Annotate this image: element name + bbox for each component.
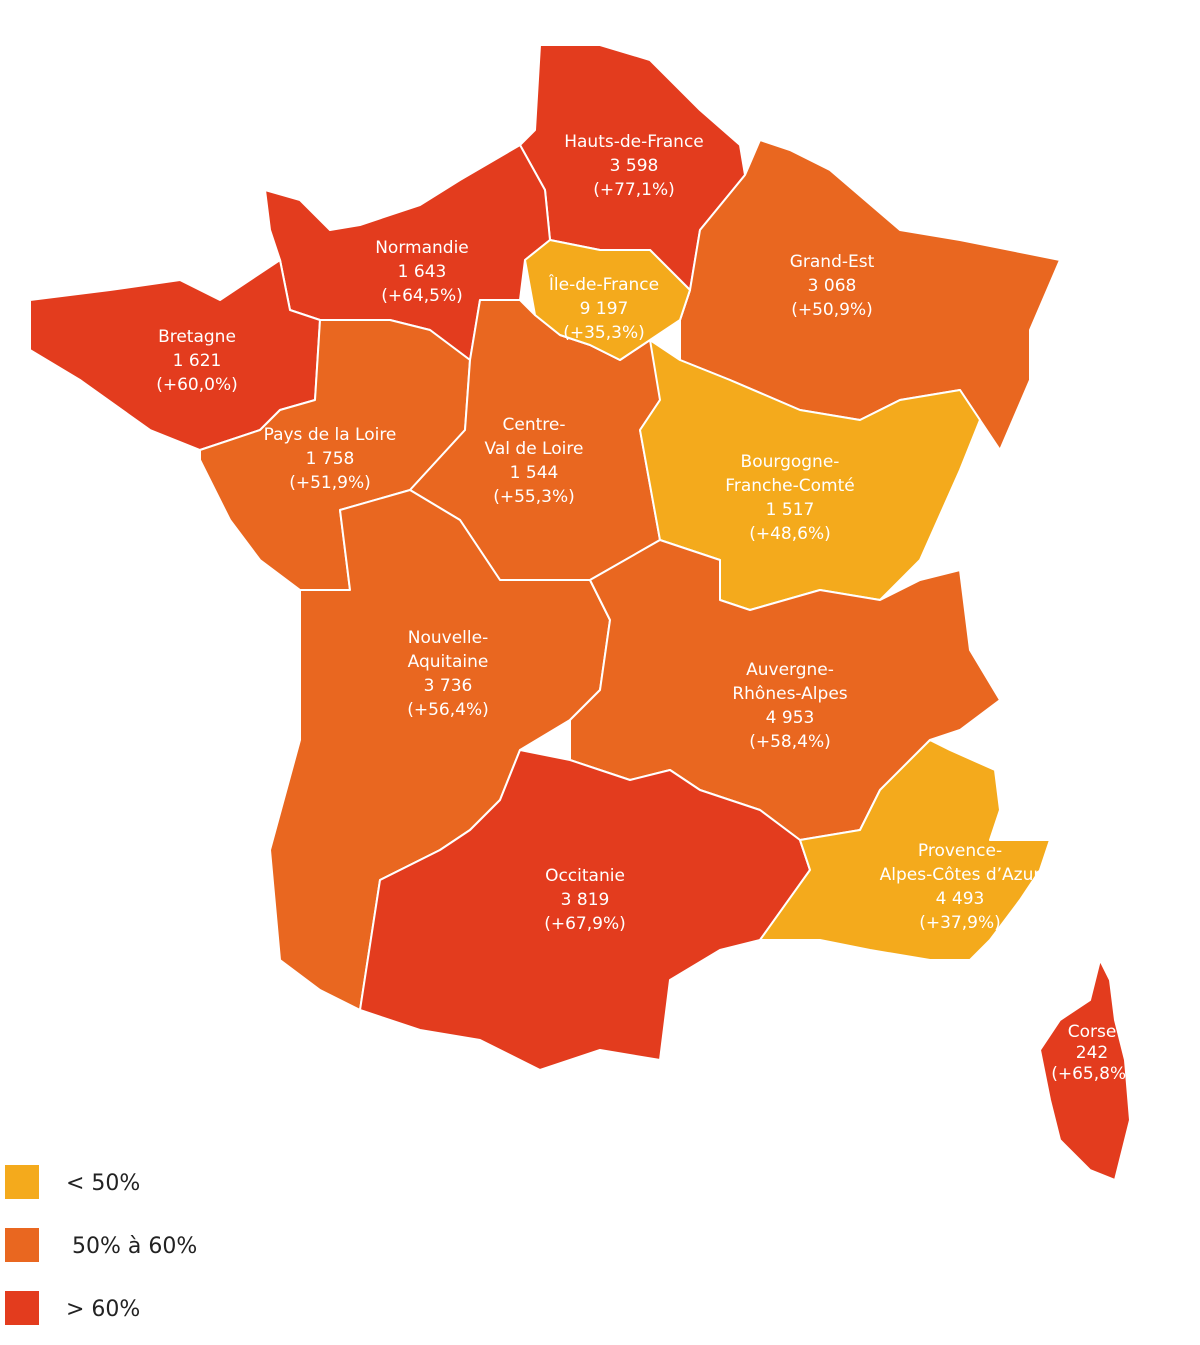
region-change: (+77,1%) [593,180,675,200]
region-name: Aquitaine [408,652,489,672]
region-shape [359,749,811,1071]
region-change: (+58,4%) [749,732,831,752]
region-value: 3 819 [561,890,610,910]
region-name: Provence- [918,841,1002,861]
region-value: 3 598 [610,156,659,176]
legend: < 50% 50% à 60% > 60% [5,1165,197,1325]
region-value: 1 643 [398,262,447,282]
region-value: 1 621 [173,351,222,371]
region-name: Centre- [503,415,566,435]
region-change: (+37,9%) [919,913,1001,933]
region-change: (+64,5%) [381,286,463,306]
region-name: Franche-Comté [725,476,854,496]
region-value: 3 068 [808,276,857,296]
region-change: (+60,0%) [156,375,238,395]
region-change: (+35,3%) [563,323,645,343]
region-name: Pays de la Loire [264,425,397,445]
region-name: Île-de-France [548,273,659,295]
legend-swatch [5,1291,39,1325]
legend-swatch [5,1165,39,1199]
region-shape [1039,959,1131,1181]
region-value: 242 [1076,1043,1108,1063]
region-name: Rhônes-Alpes [732,684,847,704]
region-name: Grand-Est [790,252,875,272]
region-value: 1 544 [510,463,559,483]
region-value: 1 517 [766,500,815,520]
region-name: Bourgogne- [741,452,840,472]
region-shape [759,739,1051,961]
region-name: Auvergne- [746,660,834,680]
region-value: 4 493 [936,889,985,909]
region-name: Val de Loire [485,439,584,459]
legend-label: < 50% [66,1171,140,1196]
region-change: (+67,9%) [544,914,626,934]
region-value: 3 736 [424,676,473,696]
legend-swatch [5,1228,39,1262]
region-name: Corse [1068,1022,1117,1042]
region-value: 4 953 [766,708,815,728]
region-name: Nouvelle- [408,628,488,648]
region-change: (+51,9%) [289,473,371,493]
region-name: Occitanie [545,866,625,886]
region-name: Hauts-de-France [564,132,704,152]
region-value: 9 197 [580,299,629,319]
region-change: (+65,8%) [1051,1064,1133,1084]
legend-label: 50% à 60% [72,1234,197,1259]
legend-label: > 60% [66,1297,140,1322]
region-shape [524,239,691,361]
region-change: (+56,4%) [407,700,489,720]
region-name: Bretagne [158,327,236,347]
region-name: Normandie [375,238,469,258]
regions [29,44,1131,1181]
region-change: (+48,6%) [749,524,831,544]
region-labels: Hauts-de-France 3 598 (+77,1%) Normandie 1 6… [156,132,1133,1084]
region-name: Alpes-Côtes d’Azur [880,865,1041,885]
region-change: (+55,3%) [493,487,575,507]
region-change: (+50,9%) [791,300,873,320]
region-value: 1 758 [306,449,355,469]
